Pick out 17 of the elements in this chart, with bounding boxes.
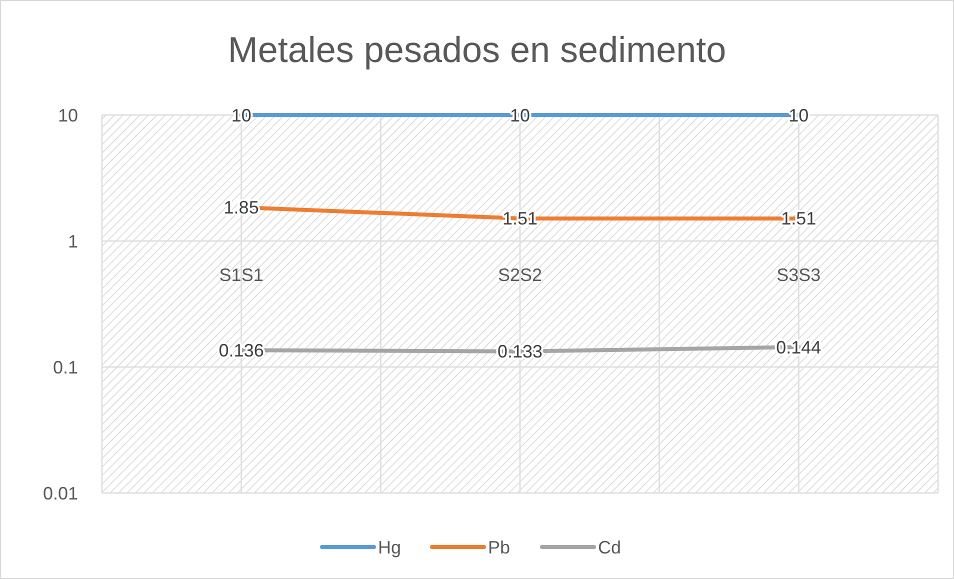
chart-title: Metales pesados en sedimento [228,29,726,70]
data-label: 10 [788,105,809,126]
y-tick-label: 1 [68,231,78,252]
legend-label: Pb [488,537,510,558]
y-tick-label: 0.1 [52,357,78,378]
data-label: 0.136 [218,340,264,360]
legend-label: Cd [598,537,622,558]
data-label: 0.144 [776,337,822,358]
x-tick-label: S3S3 [776,265,821,285]
x-tick-label: S1S1 [219,265,264,285]
data-label: 0.133 [497,342,543,362]
legend-label: Hg [378,537,402,558]
x-tick-label: S2S2 [498,265,542,285]
data-label: 1.85 [224,198,259,218]
y-tick-label: 10 [58,105,78,126]
y-tick-label: 0.01 [42,483,78,504]
data-label: 1.51 [781,208,816,229]
